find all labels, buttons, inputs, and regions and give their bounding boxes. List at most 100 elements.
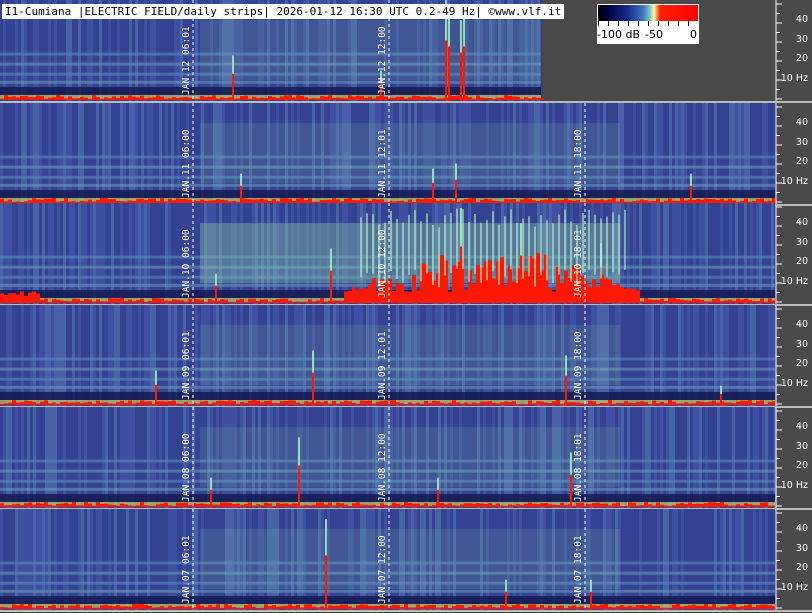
texture-column — [726, 509, 729, 610]
texture-column — [339, 305, 342, 406]
texture-column — [60, 305, 63, 406]
texture-column — [585, 305, 588, 406]
floor-clump — [84, 605, 88, 609]
floor-clump — [156, 201, 160, 203]
texture-column — [510, 407, 513, 508]
texture-column — [474, 0, 477, 101]
texture-column — [723, 203, 726, 304]
floor-clump — [8, 505, 12, 507]
texture-column — [315, 407, 318, 508]
floor-clump — [556, 266, 560, 303]
texture-column — [303, 305, 306, 406]
texture-column — [750, 305, 753, 406]
texture-column — [600, 305, 603, 406]
floor-clump — [308, 98, 312, 100]
floor-clump — [40, 605, 44, 609]
texture-column — [585, 509, 588, 610]
texture-column — [759, 103, 762, 204]
floor-clump — [392, 201, 396, 203]
texture-column — [534, 0, 537, 101]
floor-clump — [472, 605, 476, 609]
texture-column — [279, 103, 282, 204]
texture-column — [390, 509, 393, 610]
floor-clump — [712, 604, 716, 609]
texture-column — [33, 407, 36, 508]
texture-column — [42, 407, 45, 508]
floor-clump — [12, 400, 16, 405]
floor-clump — [524, 198, 528, 203]
texture-column — [219, 509, 222, 610]
floor-clump — [160, 298, 164, 303]
floor-clump — [600, 274, 604, 303]
texture-column — [273, 407, 276, 508]
floor-clump — [136, 505, 140, 507]
texture-column — [747, 103, 750, 204]
timestamp-label: JAN.09 06:01 — [181, 331, 192, 400]
texture-column — [294, 0, 297, 101]
floor-clump — [732, 300, 736, 303]
floor-clump — [500, 257, 504, 303]
floor-clump — [252, 199, 256, 203]
texture-column — [525, 0, 528, 101]
texture-column — [546, 407, 549, 508]
floor-clump — [4, 505, 8, 507]
texture-column — [495, 305, 498, 406]
floor-clump — [404, 291, 408, 303]
texture-column — [177, 103, 180, 204]
floor-clump — [184, 401, 188, 405]
floor-clump — [272, 299, 276, 303]
floor-clump — [144, 301, 148, 303]
texture-column — [450, 509, 453, 610]
floor-clump — [148, 198, 152, 203]
floor-clump — [96, 96, 100, 100]
texture-column — [546, 305, 549, 406]
floor-clump — [376, 96, 380, 100]
texture-column — [693, 103, 696, 204]
texture-column — [498, 0, 501, 101]
floor-clump — [180, 502, 184, 507]
texture-column — [456, 103, 459, 204]
floor-clump — [40, 96, 44, 100]
frequency-label: 30 — [795, 440, 808, 452]
texture-column — [45, 305, 48, 406]
texture-column — [588, 305, 591, 406]
floor-clump — [604, 503, 608, 507]
texture-column — [294, 203, 297, 304]
texture-column — [768, 305, 771, 406]
texture-column — [480, 0, 483, 101]
texture-column — [600, 407, 603, 508]
floor-clump — [224, 401, 228, 405]
green-streak — [546, 220, 548, 281]
floor-clump — [32, 504, 36, 507]
floor-clump — [24, 503, 28, 507]
texture-column — [561, 509, 564, 610]
floor-clump — [692, 604, 696, 609]
texture-column — [447, 407, 450, 508]
floor-clump — [132, 96, 136, 100]
event-spike-red — [437, 489, 439, 508]
frequency-label: 30 — [795, 542, 808, 554]
texture-column — [18, 509, 21, 610]
texture-column — [477, 103, 480, 204]
texture-column — [651, 509, 654, 610]
floor-clump — [528, 98, 532, 100]
texture-column — [537, 509, 540, 610]
floor-clump — [676, 299, 680, 303]
texture-column — [618, 103, 621, 204]
floor-clump — [524, 403, 528, 405]
floor-clump — [288, 400, 292, 405]
texture-column — [3, 305, 6, 406]
texture-column — [507, 407, 510, 508]
floor-clump — [160, 401, 164, 405]
texture-column — [288, 305, 291, 406]
texture-column — [744, 509, 747, 610]
texture-column — [393, 0, 396, 101]
floor-clump — [360, 400, 364, 405]
floor-clump — [436, 607, 440, 609]
floor-clump — [720, 606, 724, 609]
texture-column — [759, 509, 762, 610]
floor-clump — [456, 402, 460, 405]
floor-clump — [112, 96, 116, 100]
texture-column — [159, 0, 162, 101]
floor-clump — [744, 198, 748, 203]
